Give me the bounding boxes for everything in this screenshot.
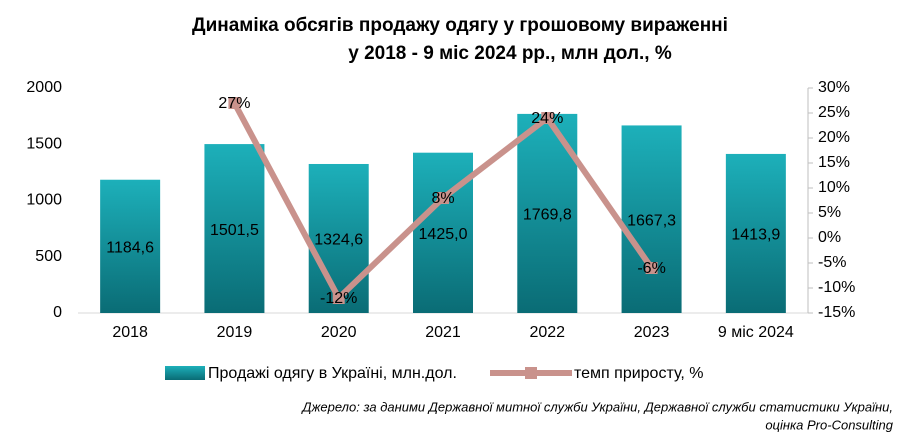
line-marker: [541, 112, 554, 124]
bar: [725, 153, 786, 313]
legend-label: Продажі одягу в Україні, млн.дол.: [208, 365, 457, 382]
bar-label: 1769,8: [523, 207, 572, 224]
bar-label: 1413,9: [731, 227, 780, 244]
source: Джерело: за даними Державної митної служ…: [300, 399, 893, 414]
x-tick-label: 2018: [112, 324, 148, 341]
bar-label: 1425,0: [419, 226, 468, 243]
y2-tick-label: 20%: [818, 129, 850, 146]
legend-label: темп приросту, %: [574, 365, 703, 382]
y-tick-label: 1500: [26, 135, 62, 152]
line-label: 8%: [431, 190, 454, 207]
y2-tick-label: 30%: [818, 79, 850, 96]
bar: [204, 144, 265, 313]
line-label: 24%: [531, 110, 563, 127]
line-marker: [437, 192, 449, 204]
line-label: 27%: [218, 95, 250, 112]
y2-tick-label: 10%: [818, 179, 850, 196]
x-tick-label: 2023: [634, 324, 670, 341]
y-tick-label: 1000: [26, 192, 62, 209]
chart-title: Динаміка обсягів продажу одягу у грошово…: [192, 15, 728, 36]
y2-tick-label: 0%: [818, 229, 841, 246]
x-tick-label: 2021: [425, 324, 461, 341]
bar-label: 1324,6: [314, 232, 363, 249]
x-tick-label: 9 міс 2024: [718, 324, 794, 341]
x-tick-label: 2020: [321, 324, 357, 341]
line-marker: [332, 292, 345, 304]
y-tick-label: 500: [35, 248, 62, 265]
bar-label: 1667,3: [627, 212, 676, 229]
bar: [621, 125, 682, 314]
line-marker: [228, 97, 241, 109]
y2-tick-label: -15%: [818, 304, 855, 321]
bar: [100, 179, 161, 313]
bar-label: 1501,5: [210, 222, 259, 239]
y-tick-label: 0: [53, 304, 62, 321]
legend-swatch: [165, 366, 205, 380]
y-tick-label: 2000: [26, 79, 62, 96]
chart-title: у 2018 - 9 міс 2024 рр., млн дол., %: [348, 43, 672, 64]
x-tick-label: 2019: [217, 324, 253, 341]
y2-tick-label: -10%: [818, 279, 855, 296]
line-marker: [645, 262, 658, 274]
y2-tick-label: 5%: [818, 204, 841, 221]
source: оцінка Pro-Consulting: [765, 417, 893, 432]
y2-tick-label: 15%: [818, 154, 850, 171]
x-tick-label: 2022: [529, 324, 565, 341]
line-label: -6%: [637, 260, 665, 277]
bar: [308, 163, 369, 313]
bar-label: 1184,6: [106, 240, 154, 257]
y2-tick-label: 25%: [818, 104, 850, 121]
line-label: -12%: [320, 290, 357, 307]
y2-tick-label: -5%: [818, 254, 846, 271]
legend-swatch: [525, 367, 537, 379]
